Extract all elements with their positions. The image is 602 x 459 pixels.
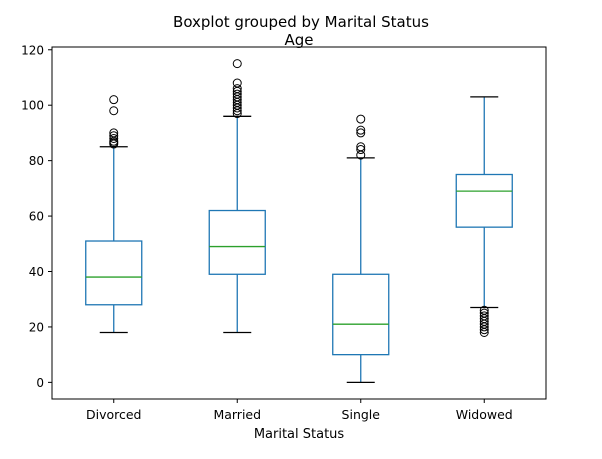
box <box>208 209 266 275</box>
flier-point <box>356 128 366 138</box>
x-tick-label: Widowed <box>456 407 513 422</box>
x-tick-label: Single <box>342 407 381 422</box>
axes-frame <box>51 46 547 400</box>
box <box>332 273 390 356</box>
flier-point <box>109 131 119 141</box>
flier-point <box>479 305 489 315</box>
x-tick-label: Divorced <box>86 407 142 422</box>
flier-point <box>109 106 119 116</box>
flier-point <box>479 308 489 318</box>
flier-point <box>479 311 489 321</box>
box <box>455 173 513 228</box>
flier-point <box>356 145 366 155</box>
flier-point <box>232 89 242 99</box>
flier-point <box>109 95 119 105</box>
y-tick-label: 100 <box>21 99 44 113</box>
flier-point <box>232 59 242 69</box>
flier-point <box>356 114 366 124</box>
flier-point <box>356 142 366 152</box>
y-tick-label: 80 <box>29 154 44 168</box>
plot-area: 0 20 40 60 80 100 120 Divorced Married Single Wido… <box>21 43 513 422</box>
flier-point <box>109 133 119 143</box>
y-tick-label: 60 <box>29 210 44 224</box>
box <box>85 240 143 306</box>
y-tick-label: 0 <box>36 376 44 390</box>
y-tick-label: 20 <box>29 320 44 334</box>
flier-point <box>109 128 119 138</box>
y-tick-label: 40 <box>29 265 44 279</box>
flier-point <box>232 78 242 88</box>
flier-point <box>232 84 242 94</box>
y-tick-label: 120 <box>21 43 44 57</box>
x-tick-label: Married <box>213 407 261 422</box>
x-axis-label: Marital Status <box>254 427 345 442</box>
chart-suptitle: Boxplot grouped by Marital Status <box>173 13 429 31</box>
chart-title: Age <box>284 31 313 49</box>
flier-point <box>356 125 366 135</box>
